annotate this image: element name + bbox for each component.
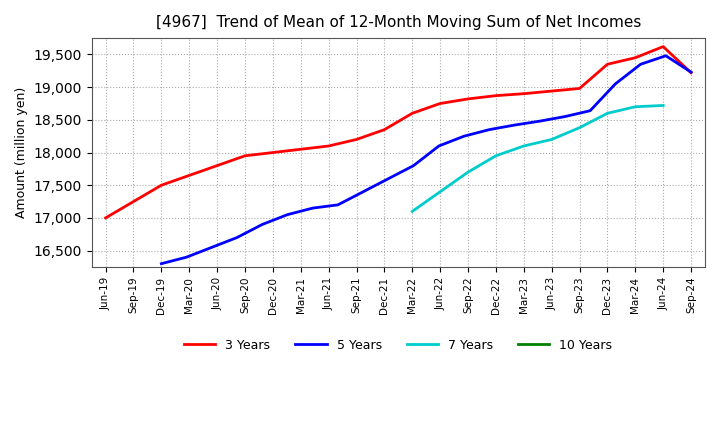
3 Years: [352, 137, 361, 142]
7 Years: [492, 153, 500, 158]
5 Years: [333, 202, 342, 208]
Y-axis label: Amount (million yen): Amount (million yen): [15, 87, 28, 218]
5 Years: [157, 261, 166, 266]
3 Years: [575, 86, 584, 91]
5 Years: [611, 81, 620, 87]
5 Years: [510, 122, 519, 128]
5 Years: [283, 212, 292, 217]
7 Years: [547, 137, 556, 142]
3 Years: [102, 215, 110, 220]
3 Years: [659, 44, 667, 49]
5 Years: [460, 134, 469, 139]
3 Years: [380, 127, 389, 132]
7 Years: [436, 189, 444, 194]
5 Years: [308, 205, 317, 211]
Line: 7 Years: 7 Years: [413, 106, 663, 211]
3 Years: [603, 62, 612, 67]
5 Years: [359, 189, 367, 194]
3 Years: [213, 163, 222, 168]
3 Years: [464, 96, 472, 102]
3 Years: [129, 199, 138, 204]
Legend: 3 Years, 5 Years, 7 Years, 10 Years: 3 Years, 5 Years, 7 Years, 10 Years: [179, 334, 618, 357]
5 Years: [536, 118, 544, 124]
3 Years: [157, 183, 166, 188]
3 Years: [547, 88, 556, 94]
5 Years: [258, 222, 266, 227]
7 Years: [408, 209, 417, 214]
5 Years: [207, 245, 216, 250]
7 Years: [631, 104, 639, 110]
Line: 5 Years: 5 Years: [161, 56, 691, 264]
3 Years: [492, 93, 500, 98]
7 Years: [603, 111, 612, 116]
3 Years: [631, 55, 639, 60]
Line: 3 Years: 3 Years: [106, 47, 691, 218]
3 Years: [185, 173, 194, 178]
3 Years: [687, 70, 696, 75]
7 Years: [519, 143, 528, 149]
5 Years: [485, 127, 494, 132]
5 Years: [182, 254, 191, 260]
5 Years: [384, 176, 392, 181]
5 Years: [636, 62, 645, 67]
5 Years: [586, 108, 595, 114]
5 Years: [687, 70, 696, 75]
7 Years: [575, 125, 584, 130]
5 Years: [561, 114, 570, 119]
3 Years: [324, 143, 333, 149]
3 Years: [240, 153, 249, 158]
3 Years: [436, 101, 444, 106]
5 Years: [662, 53, 670, 59]
7 Years: [659, 103, 667, 108]
3 Years: [297, 147, 305, 152]
3 Years: [408, 111, 417, 116]
5 Years: [233, 235, 241, 240]
3 Years: [269, 150, 277, 155]
5 Years: [434, 143, 443, 149]
Title: [4967]  Trend of Mean of 12-Month Moving Sum of Net Incomes: [4967] Trend of Mean of 12-Month Moving …: [156, 15, 641, 30]
7 Years: [464, 169, 472, 175]
5 Years: [409, 163, 418, 168]
3 Years: [519, 91, 528, 96]
